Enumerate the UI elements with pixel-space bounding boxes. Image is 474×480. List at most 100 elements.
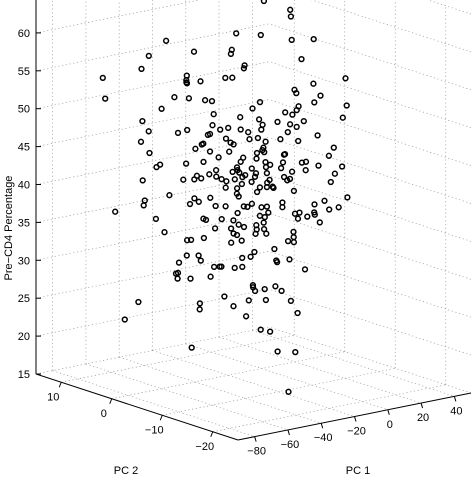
grid-line-side-z xyxy=(268,23,472,91)
data-point xyxy=(285,388,292,395)
data-point xyxy=(325,152,333,159)
data-point xyxy=(175,259,183,266)
data-point xyxy=(204,131,212,139)
data-point xyxy=(229,168,236,176)
data-point xyxy=(230,230,237,237)
data-point xyxy=(252,170,260,177)
data-point xyxy=(225,124,232,132)
data-point xyxy=(200,158,207,166)
grid-line-side-z xyxy=(268,175,472,242)
data-point xyxy=(233,185,241,192)
data-point xyxy=(298,55,305,63)
z-tick-label: 25 xyxy=(18,293,30,305)
data-point xyxy=(259,121,266,128)
data-point xyxy=(282,109,289,116)
x-tick-mark xyxy=(254,436,257,442)
data-point xyxy=(254,134,262,142)
x-axis-label: PC 1 xyxy=(346,465,370,477)
data-point xyxy=(145,52,152,60)
data-point xyxy=(195,198,202,205)
data-point xyxy=(196,300,204,307)
data-point xyxy=(262,138,269,145)
data-point xyxy=(274,118,281,126)
data-point xyxy=(287,297,295,305)
data-point xyxy=(222,203,229,210)
grid-line-floor-y xyxy=(162,367,396,416)
data-point xyxy=(290,239,298,246)
data-point xyxy=(217,126,224,133)
data-point xyxy=(166,192,173,199)
axis-layer xyxy=(35,0,472,442)
data-point xyxy=(192,145,199,152)
data-point xyxy=(296,209,303,216)
data-point xyxy=(246,136,253,143)
data-point xyxy=(185,95,193,102)
z-tick-label: 65 xyxy=(18,0,30,2)
data-point xyxy=(270,184,277,192)
data-point xyxy=(257,326,264,333)
data-point xyxy=(218,176,225,183)
data-point xyxy=(314,132,321,139)
data-point xyxy=(234,166,241,174)
data-point xyxy=(223,178,230,185)
grid-line-side-z xyxy=(268,288,472,356)
data-point xyxy=(206,171,213,178)
grid-line-side-z xyxy=(268,137,472,204)
data-point xyxy=(240,203,247,210)
data-point xyxy=(229,74,236,81)
z-tick-label: 15 xyxy=(18,369,30,381)
data-point xyxy=(315,162,322,169)
y-tick-mark xyxy=(210,431,214,437)
data-point xyxy=(197,257,204,264)
data-point xyxy=(248,165,255,172)
grid-line-back-z xyxy=(35,0,201,34)
data-point xyxy=(139,117,146,125)
data-point xyxy=(253,149,261,157)
grid-line-back-z xyxy=(35,288,270,337)
data-point xyxy=(227,139,234,146)
data-point xyxy=(218,263,225,270)
data-point xyxy=(141,197,148,204)
data-point xyxy=(241,62,248,69)
data-point xyxy=(152,215,160,223)
data-point xyxy=(156,161,164,168)
data-point xyxy=(202,216,210,224)
data-point xyxy=(191,195,198,202)
data-point xyxy=(262,158,269,166)
data-point xyxy=(158,105,165,112)
grid-line-floor-x xyxy=(152,350,355,417)
data-point xyxy=(280,173,288,181)
grid-line-side-z xyxy=(268,250,472,318)
data-point xyxy=(311,99,318,106)
data-point xyxy=(251,248,258,256)
data-point xyxy=(234,209,241,217)
grid-line-back-z xyxy=(35,212,270,261)
y-axis-line xyxy=(35,373,239,441)
data-point xyxy=(112,208,119,215)
data-point xyxy=(256,98,264,106)
data-point xyxy=(286,256,293,263)
data-point xyxy=(284,237,292,245)
data-point xyxy=(311,201,318,208)
y-tick-label: −20 xyxy=(195,441,214,453)
data-point xyxy=(294,215,302,222)
data-point xyxy=(263,183,271,191)
data-point xyxy=(188,344,195,351)
data-point xyxy=(239,263,246,271)
data-point xyxy=(279,159,287,166)
data-point xyxy=(279,199,286,206)
data-point xyxy=(310,35,317,43)
data-point xyxy=(248,178,255,186)
data-point xyxy=(260,225,268,233)
grid-line-back-z xyxy=(35,175,270,223)
data-point xyxy=(339,114,346,121)
data-point xyxy=(233,164,241,171)
data-point xyxy=(251,287,259,295)
grid-line-side-z xyxy=(268,212,472,280)
grid-line-side-z xyxy=(311,0,472,53)
data-point xyxy=(221,293,228,300)
data-point xyxy=(284,177,291,184)
data-point xyxy=(242,313,250,320)
data-point xyxy=(235,221,242,228)
x-tick-label: 20 xyxy=(417,412,429,424)
